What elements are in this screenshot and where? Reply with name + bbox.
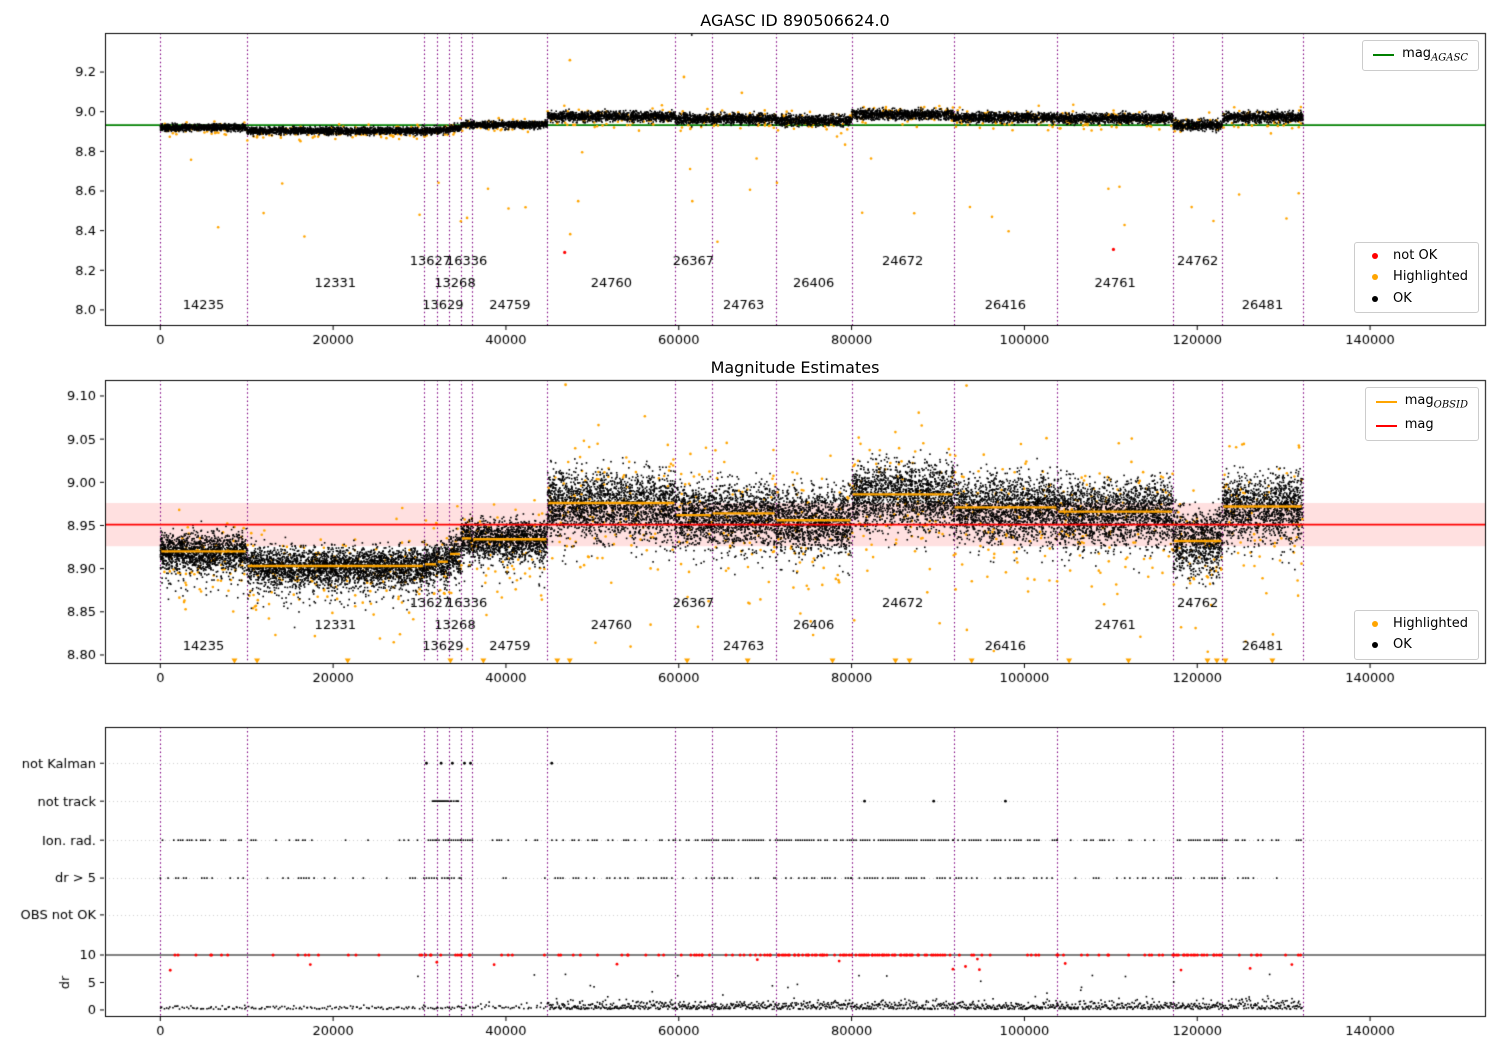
legend-label-ok: OK <box>1393 637 1412 653</box>
plot1-points-legend: not OK Highlighted OK <box>1354 242 1479 313</box>
legend-label-mag: mag <box>1404 416 1434 432</box>
legend-entry-ok: OK <box>1365 290 1468 306</box>
highlighted-marker <box>1372 621 1379 628</box>
legend-label-mag-obsid: magOBSID <box>1404 393 1468 411</box>
legend-entry-mag-obsid: magOBSID <box>1375 393 1468 411</box>
legend-entry-mag: mag <box>1375 416 1468 435</box>
plot2-points-legend: Highlighted OK <box>1354 610 1479 660</box>
legend-label-ok: OK <box>1393 290 1412 306</box>
legend-entry-ok: OK <box>1365 637 1468 653</box>
legend-label-highlighted: Highlighted <box>1393 616 1468 631</box>
legend-label-not-ok: not OK <box>1393 248 1438 263</box>
plot2-line-legend: magOBSID mag <box>1364 387 1479 442</box>
legend-label-mag-agasc: magAGASC <box>1402 46 1468 64</box>
legend-entry-mag-agasc: magAGASC <box>1373 46 1468 64</box>
plot1-line-legend: magAGASC <box>1362 40 1479 71</box>
ok-marker <box>1372 295 1379 302</box>
legend-entry-highlighted: Highlighted <box>1365 616 1468 631</box>
highlighted-marker <box>1372 274 1379 281</box>
mag-agasc-line-swatch <box>1373 54 1395 57</box>
plot1-title: AGASC ID 890506624.0 <box>700 11 890 30</box>
legend-entry-not-ok: not OK <box>1365 248 1468 263</box>
legend-label-highlighted: Highlighted <box>1393 269 1468 285</box>
not-ok-marker <box>1372 253 1379 260</box>
ok-marker <box>1372 642 1379 649</box>
plot2-title: Magnitude Estimates <box>710 358 880 377</box>
mag-line-swatch <box>1375 424 1397 427</box>
legend-entry-highlighted: Highlighted <box>1365 269 1468 285</box>
mag-obsid-line-swatch <box>1375 401 1397 404</box>
